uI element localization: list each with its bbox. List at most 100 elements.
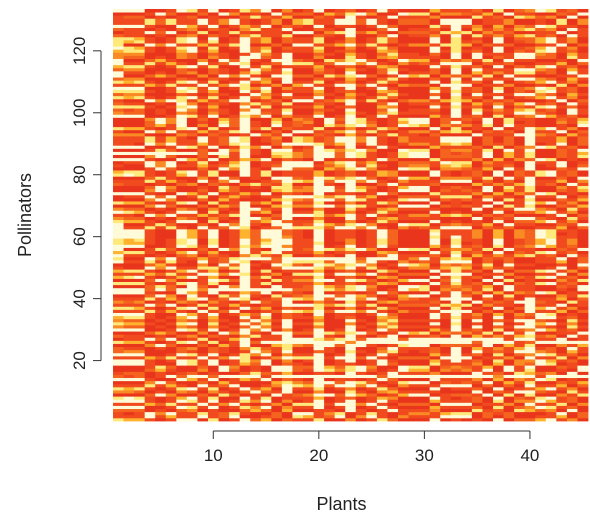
heatmap-cell xyxy=(324,371,336,375)
heatmap-cell xyxy=(165,74,177,78)
heatmap-cell xyxy=(419,390,431,394)
heatmap-cell xyxy=(503,328,515,332)
heatmap-cell xyxy=(250,411,262,416)
heatmap-cell xyxy=(208,241,219,245)
heatmap-cell xyxy=(493,256,504,261)
heatmap-cell xyxy=(408,77,420,81)
heatmap-cell xyxy=(376,191,388,196)
heatmap-cell xyxy=(313,232,325,236)
heatmap-cell xyxy=(271,80,283,84)
heatmap-cell xyxy=(134,368,146,372)
heatmap-cell xyxy=(229,275,241,279)
heatmap-cell xyxy=(376,36,388,41)
heatmap-cell xyxy=(366,328,378,332)
heatmap-cell xyxy=(493,132,504,137)
heatmap-cell xyxy=(176,399,188,403)
heatmap-cell xyxy=(493,328,504,332)
heatmap-cell xyxy=(482,188,494,193)
heatmap-cell xyxy=(239,129,251,134)
heatmap-cell xyxy=(113,39,124,44)
heatmap-cell xyxy=(165,61,177,66)
heatmap-cell xyxy=(155,337,167,341)
heatmap-cell xyxy=(471,383,483,388)
heatmap-cell xyxy=(271,173,283,177)
heatmap-cell xyxy=(186,179,198,183)
heatmap-cell xyxy=(334,18,346,22)
heatmap-cell xyxy=(218,328,230,332)
heatmap-cell xyxy=(334,21,346,25)
heatmap-cell xyxy=(144,275,156,279)
heatmap-cell xyxy=(176,80,188,84)
heatmap-cell xyxy=(429,191,441,196)
heatmap-cell xyxy=(281,207,293,211)
heatmap-cell xyxy=(471,256,483,261)
heatmap-cell xyxy=(334,145,346,149)
heatmap-cell xyxy=(165,67,177,72)
heatmap-cell xyxy=(155,89,167,94)
heatmap-cell xyxy=(461,297,473,301)
heatmap-cell xyxy=(292,18,304,22)
heatmap-cell xyxy=(355,399,367,403)
heatmap-cell xyxy=(260,300,272,304)
heatmap-cell xyxy=(345,160,357,165)
heatmap-cell xyxy=(376,219,388,224)
heatmap-cell xyxy=(387,219,399,224)
heatmap-cell xyxy=(144,70,156,75)
heatmap-cell xyxy=(482,39,494,44)
heatmap-cell xyxy=(155,377,167,382)
heatmap-cell xyxy=(292,219,304,224)
heatmap-cell xyxy=(324,297,336,301)
heatmap-cell xyxy=(366,83,378,87)
heatmap-cell xyxy=(218,216,230,221)
heatmap-cell xyxy=(113,417,124,422)
heatmap-cell xyxy=(144,355,156,360)
heatmap-cell xyxy=(493,101,504,106)
heatmap-cell xyxy=(123,309,135,313)
heatmap-cell xyxy=(144,225,156,230)
heatmap-cell xyxy=(271,349,283,354)
heatmap-cell xyxy=(218,250,230,255)
heatmap-cell xyxy=(366,46,378,50)
heatmap-cell xyxy=(165,176,177,180)
heatmap-cell xyxy=(239,293,251,298)
heatmap-cell xyxy=(281,108,293,112)
heatmap-cell xyxy=(144,300,156,304)
heatmap-cell xyxy=(408,136,420,140)
heatmap-cell xyxy=(461,343,473,348)
heatmap-cell xyxy=(493,241,504,245)
heatmap-cell xyxy=(366,374,378,379)
heatmap-cell xyxy=(281,315,293,320)
heatmap-cell xyxy=(387,417,399,422)
heatmap-cell xyxy=(292,204,304,208)
heatmap-cell xyxy=(450,86,462,90)
heatmap-cell xyxy=(398,163,409,168)
heatmap-cell xyxy=(429,269,441,273)
heatmap-cell xyxy=(440,402,452,406)
heatmap-cell xyxy=(229,166,241,171)
heatmap-cell xyxy=(144,148,156,152)
heatmap-cell xyxy=(493,24,504,28)
heatmap-cell xyxy=(165,312,177,317)
heatmap-cell xyxy=(281,402,293,406)
heatmap-cell xyxy=(239,120,251,125)
heatmap-cell xyxy=(313,352,325,357)
heatmap-cell xyxy=(440,18,452,22)
heatmap-cell xyxy=(197,359,209,363)
heatmap-cell xyxy=(260,80,272,84)
heatmap-cell xyxy=(113,179,124,183)
heatmap-cell xyxy=(176,383,188,388)
heatmap-cell xyxy=(144,306,156,310)
heatmap-cell xyxy=(176,123,188,128)
heatmap-cell xyxy=(197,33,209,38)
heatmap-cell xyxy=(113,266,124,270)
heatmap-cell xyxy=(208,173,219,177)
heatmap-cell xyxy=(134,386,146,391)
heatmap-cell xyxy=(408,318,420,323)
heatmap-cell xyxy=(176,411,188,416)
heatmap-cell xyxy=(408,24,420,28)
heatmap-cell xyxy=(471,105,483,109)
heatmap-cell xyxy=(260,64,272,69)
heatmap-cell xyxy=(176,408,188,413)
heatmap-cell xyxy=(355,402,367,406)
heatmap-cell xyxy=(144,331,156,335)
